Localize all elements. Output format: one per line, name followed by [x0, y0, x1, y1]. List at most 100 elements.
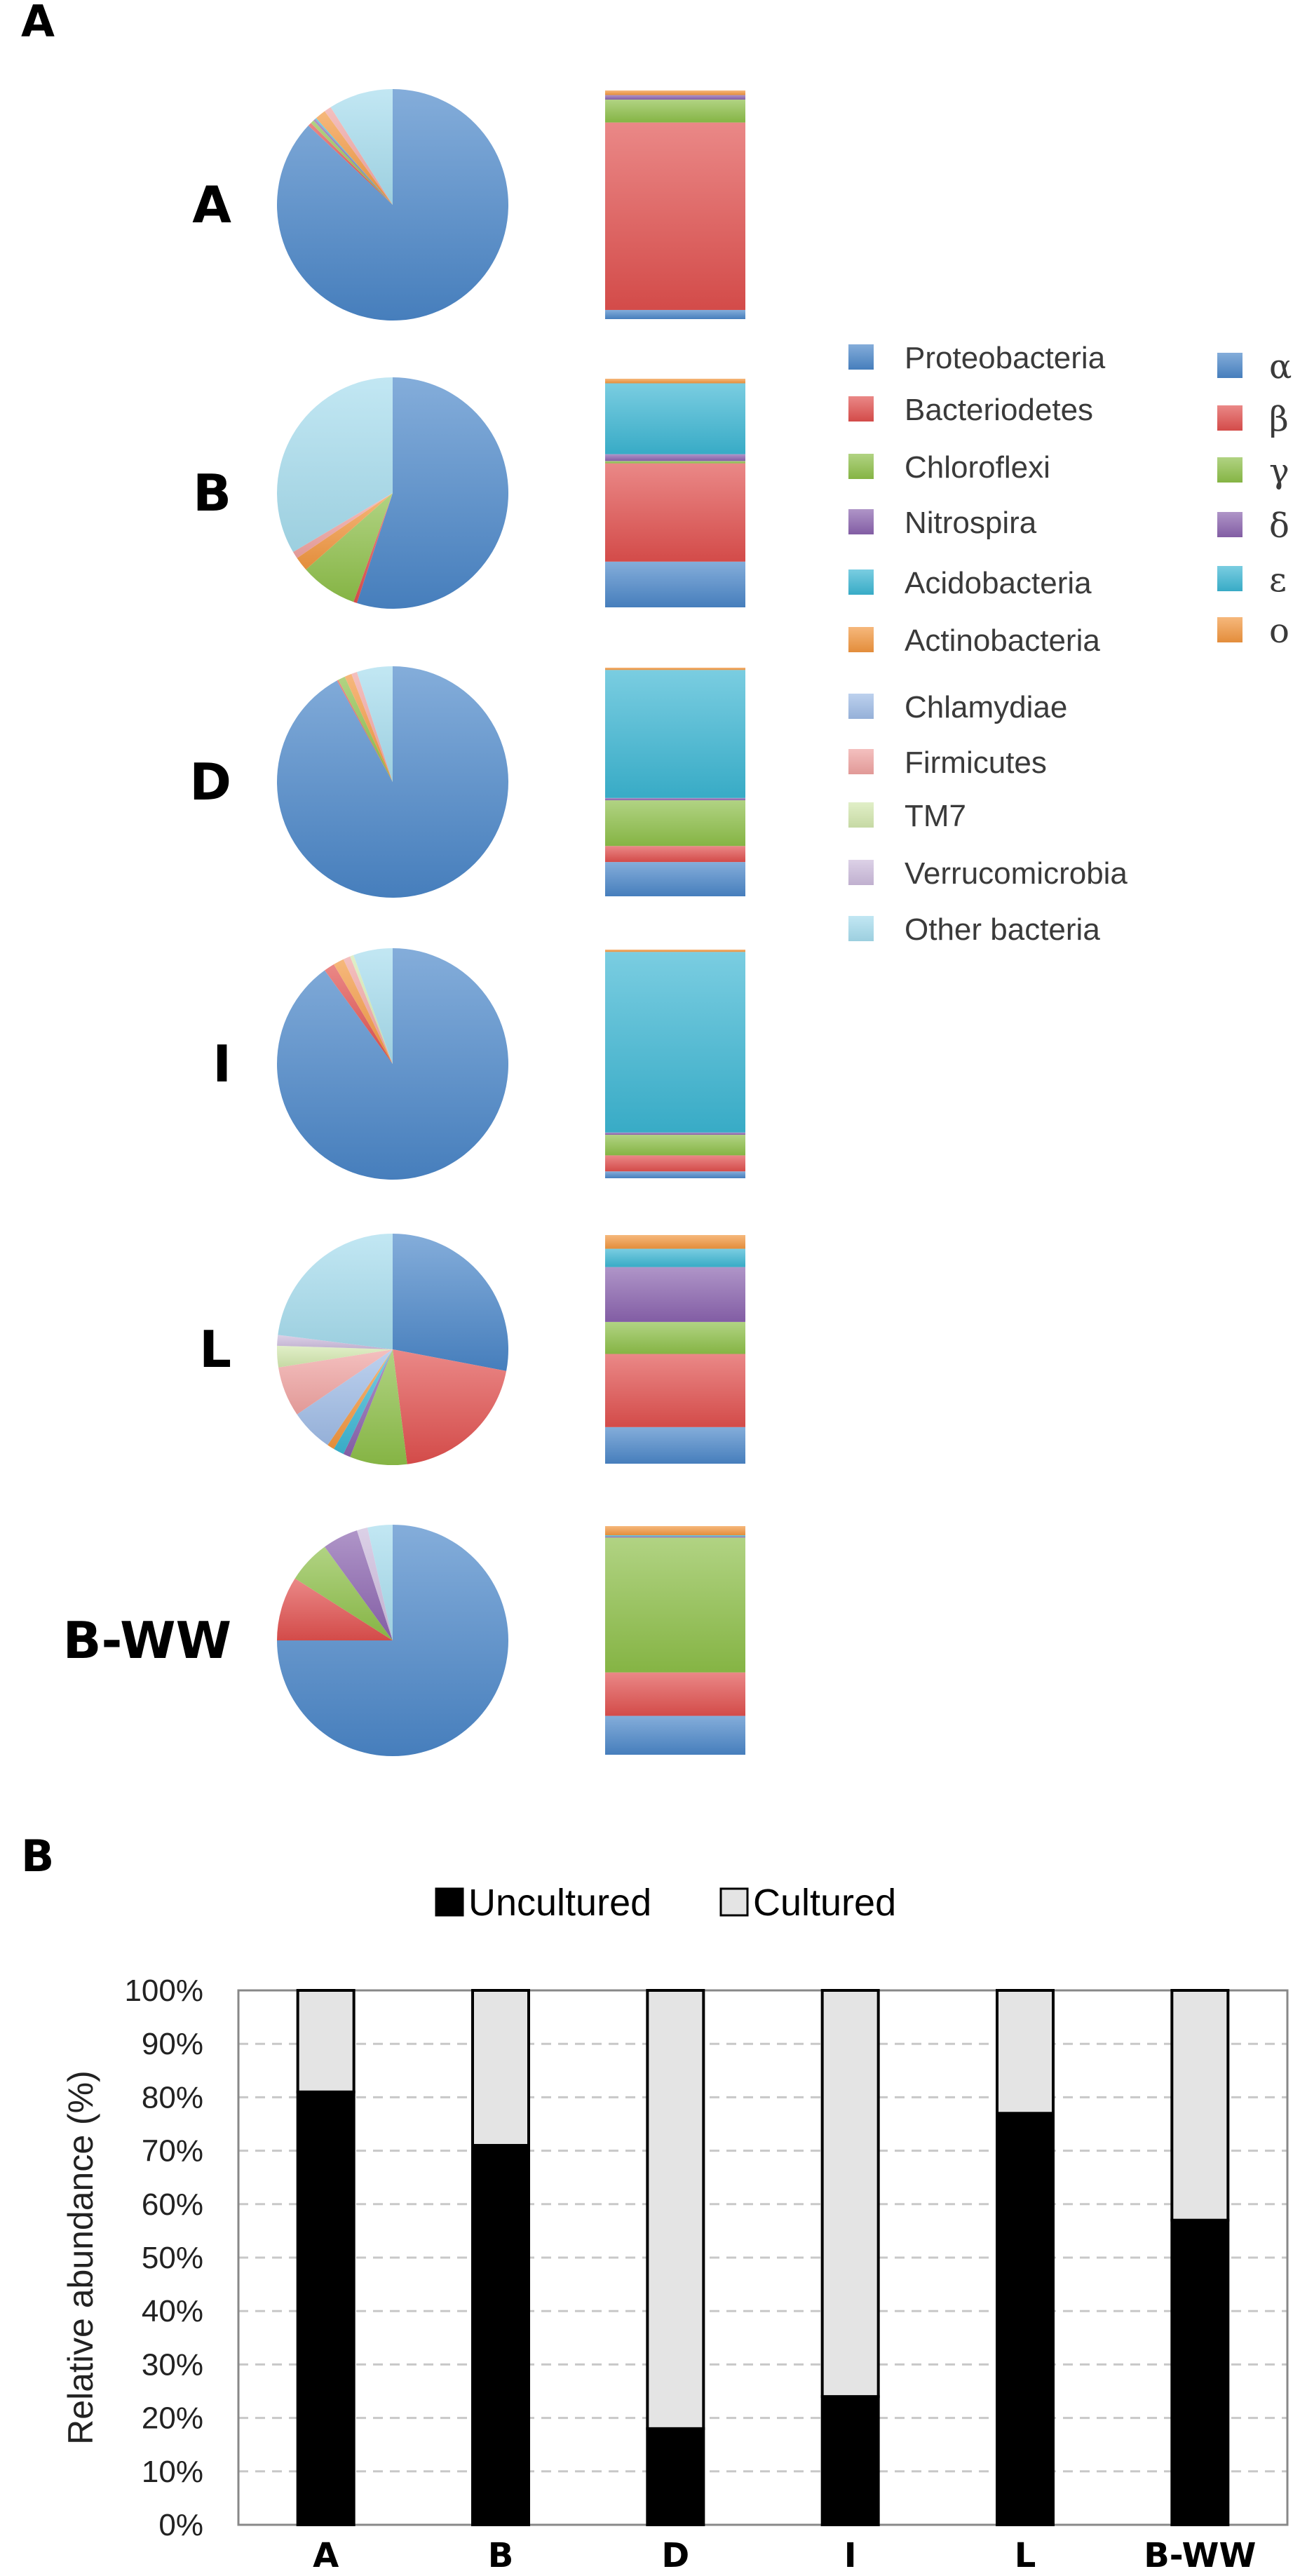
sample-a: A	[192, 89, 745, 321]
x-tick-label-d: D	[661, 2536, 689, 2575]
pie-slice-l-other-bacteria	[278, 1233, 393, 1349]
pie-slice-l-tm7	[276, 1345, 393, 1368]
legend-label-delta: δ	[1269, 506, 1289, 546]
legend-label-alpha: α	[1269, 347, 1292, 386]
pie-slice-b-ww-verrucomicrobia	[357, 1527, 393, 1640]
class-segment-i-beta	[605, 1155, 745, 1172]
sample-label-d: D	[189, 753, 231, 811]
legend-swatch-delta	[1217, 512, 1243, 537]
pie-slice-b-ww-nitrospira	[325, 1530, 393, 1640]
pie-slice-l-proteobacteria	[393, 1234, 509, 1371]
legend-label-tm7: TM7	[905, 799, 966, 833]
legend-swatch-epsilon	[1217, 566, 1243, 591]
legend-swatch-cultured	[719, 1887, 749, 1917]
class-segment-b-epsilon	[605, 383, 745, 454]
class-segment-i-alpha	[605, 1171, 745, 1178]
legend-label-verrucomicrobia: Verrucomicrobia	[905, 856, 1128, 891]
panel-b: Uncultured Cultured 0% 10% 20% 30% 40% 50% 60% 70…	[61, 1882, 1289, 2575]
bar-d-uncultured	[646, 2427, 705, 2527]
class-segment-a-alpha	[605, 309, 745, 319]
y-tick-label: 80%	[142, 2080, 203, 2115]
legend-item-bacteriodetes: Bacteriodetes	[848, 393, 1093, 427]
legend-swatch-gamma	[1217, 457, 1243, 483]
sample-label-l: L	[199, 1320, 231, 1379]
y-tick-label: 30%	[142, 2347, 203, 2382]
legend-label-acidobacteria: Acidobacteria	[905, 566, 1092, 600]
legend-label-nitrospira: Nitrospira	[905, 506, 1037, 540]
class-segment-b-ww-delta	[605, 1536, 745, 1538]
panel-a: A B D I L B-WW	[63, 89, 745, 1756]
pie-slice-b-other-bacteria	[277, 377, 393, 552]
x-tick-label-b: B	[488, 2536, 514, 2575]
legend-class-delta: δ	[1217, 506, 1289, 546]
class-segment-d-gamma	[605, 800, 745, 847]
legend-swatch-other-bacteria	[848, 916, 874, 941]
class-segment-b-beta	[605, 463, 745, 562]
legend-item-uncultured: Uncultured	[435, 1882, 651, 1924]
plot-frame	[237, 1989, 1289, 2526]
legend-swatch-verrucomicrobia	[848, 860, 874, 885]
legend-item-other-bacteria: Other bacteria	[848, 912, 1100, 947]
legend-label-chlamydiae: Chlamydiae	[905, 690, 1067, 724]
x-tick-label-b-ww: B-WW	[1144, 2536, 1256, 2575]
legend-class-alpha: α	[1217, 347, 1292, 386]
panel-a-letter: A	[21, 0, 55, 47]
class-segment-b-ww-alpha	[605, 1715, 745, 1755]
class-segment-b-gamma	[605, 461, 745, 464]
pie-slice-i-other-bacteria	[353, 948, 393, 1064]
pie-slice-a-chloroflexi	[311, 120, 393, 205]
y-tick-label: 60%	[142, 2187, 203, 2222]
pie-slice-l-actinobacteria	[327, 1349, 393, 1450]
panel-a-legend: Proteobacteria Bacteriodetes Chloroflexi Ni…	[848, 341, 1292, 947]
pie-slice-a-actinobacteria	[316, 111, 393, 205]
legend-swatch-alpha	[1217, 353, 1243, 378]
y-tick-label: 20%	[142, 2401, 203, 2436]
class-segment-b-ww-gamma	[605, 1537, 745, 1673]
legend-label-gamma: γ	[1269, 452, 1289, 491]
pie-slice-b-firmicutes	[292, 493, 393, 558]
pie-slice-b-chloroflexi	[306, 493, 393, 602]
pie-slice-a-nitrospira	[313, 119, 393, 205]
legend-class-epsilon: ε	[1217, 560, 1287, 600]
legend-label-firmicutes: Firmicutes	[905, 746, 1047, 780]
pie-slice-l-acidobacteria	[334, 1349, 393, 1455]
pie-slice-a-bacteriodetes	[308, 123, 393, 205]
class-segment-a-other	[605, 90, 745, 95]
pie-slice-d-bacteriodetes	[337, 680, 393, 782]
panel-b-legend: Uncultured Cultured	[435, 1882, 896, 1924]
y-tick-label: 0%	[158, 2508, 203, 2542]
pie-slice-i-bacteriodetes	[325, 964, 393, 1064]
legend-label-bacteriodetes: Bacteriodetes	[905, 393, 1093, 427]
bar-l-cultured	[996, 1989, 1055, 2115]
legend-item-chlamydiae: Chlamydiae	[848, 690, 1067, 724]
pie-slice-b-proteobacteria	[357, 377, 509, 609]
pie-slice-i-actinobacteria	[334, 959, 393, 1064]
sample-b: B	[193, 377, 745, 609]
class-segment-a-gamma	[605, 100, 745, 123]
legend-swatch-nitrospira	[848, 509, 874, 534]
class-segment-l-gamma	[605, 1321, 745, 1354]
bar-a-uncultured	[296, 2090, 356, 2526]
pie-slice-d-proteobacteria	[277, 666, 509, 898]
class-segment-d-other	[605, 668, 745, 670]
class-segment-d-beta	[605, 846, 745, 863]
class-segment-a-delta	[605, 95, 745, 100]
class-segment-d-alpha	[605, 862, 745, 896]
y-tick-label: 90%	[142, 2027, 203, 2061]
class-segment-a-beta	[605, 122, 745, 310]
legend-swatch-chlamydiae	[848, 694, 874, 719]
legend-label-actinobacteria: Actinobacteria	[905, 623, 1100, 658]
sample-label-b: B	[193, 464, 231, 522]
y-tick-label: 70%	[142, 2134, 203, 2169]
bar-b-cultured	[471, 1989, 530, 2147]
pie-slice-d-firmicutes	[351, 672, 393, 782]
pie-slice-d-chloroflexi	[338, 676, 393, 782]
legend-swatch-actinobacteria	[848, 627, 874, 652]
panel-b-letter: B	[21, 1830, 54, 1882]
sample-i: I	[212, 948, 745, 1180]
class-segment-l-delta	[605, 1267, 745, 1322]
sample-label-i: I	[212, 1034, 231, 1093]
pie-slice-a-other-bacteria	[330, 89, 393, 205]
pie-slice-l-firmicutes	[278, 1349, 393, 1415]
pie-slice-i-tm7	[350, 955, 393, 1064]
